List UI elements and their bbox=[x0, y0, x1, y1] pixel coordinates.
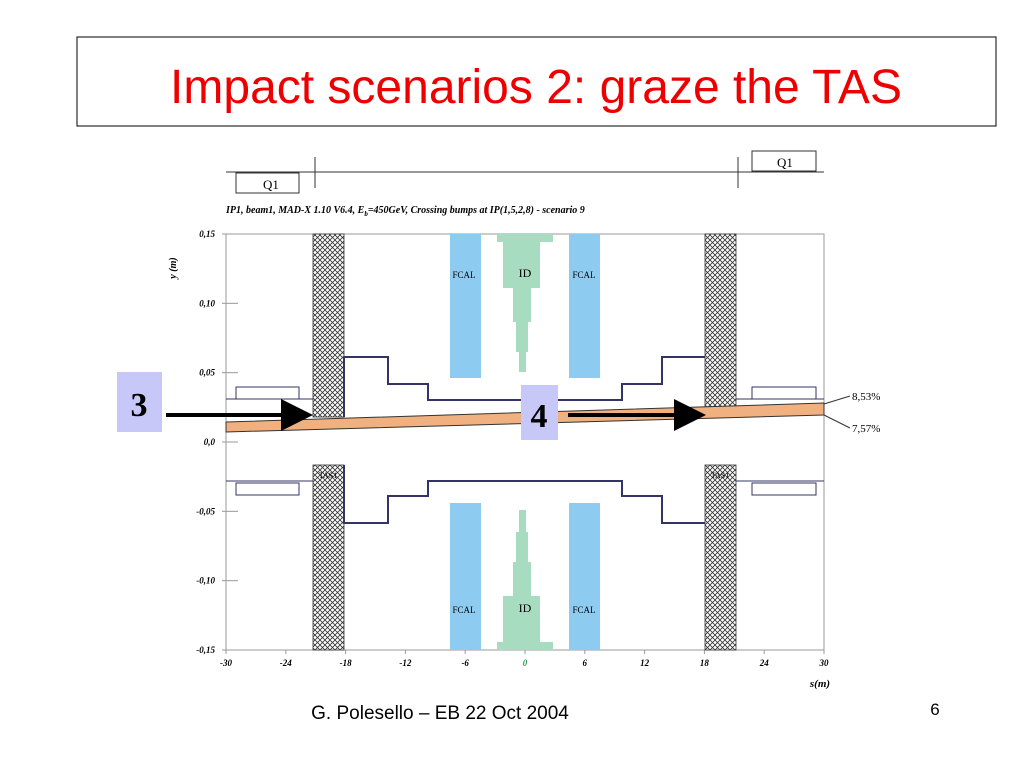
page-number: 6 bbox=[930, 700, 939, 719]
caption-text: IP1, beam1, MAD-X 1.10 V6.4, E bbox=[225, 205, 365, 216]
marker-box bbox=[117, 372, 162, 432]
slide-title: Impact scenarios 2: graze the TAS bbox=[170, 61, 902, 114]
id-lower bbox=[497, 510, 553, 650]
x-tick-label: 12 bbox=[640, 658, 650, 668]
fcal-blocks bbox=[450, 234, 600, 650]
x-tick-label: 0 bbox=[523, 658, 528, 668]
leader bbox=[823, 414, 851, 429]
aperture bbox=[343, 356, 705, 524]
x-tick-label: 24 bbox=[759, 658, 770, 668]
tas-label: TAS1 bbox=[319, 471, 337, 480]
y-tick-label: -0,10 bbox=[196, 576, 215, 586]
leader bbox=[823, 395, 851, 405]
x-tick-label: -12 bbox=[399, 658, 411, 668]
y-tick-label: 0,15 bbox=[199, 229, 215, 239]
magnet-strip bbox=[226, 150, 824, 194]
y-tick-label: 0,05 bbox=[199, 368, 215, 378]
x-tick-label: -6 bbox=[461, 658, 469, 668]
x-tick-label: 6 bbox=[583, 658, 588, 668]
x-tick-label: 18 bbox=[700, 658, 710, 668]
fcal-label: FCAL bbox=[452, 605, 475, 615]
x-tick-label: -30 bbox=[220, 658, 232, 668]
beam-label: 7,57% bbox=[852, 423, 880, 435]
x-tick-label: -24 bbox=[280, 658, 292, 668]
ticks: 0,15 0,10 0,05 0,0 -0,05 -0,10 -0,15 -30 -24 -18 -… bbox=[196, 229, 829, 668]
fcal-label: FCAL bbox=[572, 605, 595, 615]
marker-label: 3 bbox=[131, 387, 148, 424]
footer: G. Polesello – EB 22 Oct 2004 bbox=[311, 703, 569, 724]
y-axis-label: y (m) bbox=[168, 257, 179, 279]
beam-label: 8,53% bbox=[852, 391, 880, 403]
title-box bbox=[76, 36, 997, 127]
tas-blocks bbox=[312, 233, 737, 651]
grid bbox=[222, 233, 825, 654]
fcal-label: FCAL bbox=[452, 270, 475, 280]
y-tick-label: -0,05 bbox=[196, 506, 215, 516]
id-label: ID bbox=[519, 266, 532, 280]
id-upper bbox=[497, 234, 553, 372]
magnet-label: Q1 bbox=[777, 155, 793, 170]
marker-label: 4 bbox=[531, 398, 548, 435]
id-label: ID bbox=[519, 601, 532, 615]
tas-label: TAS1 bbox=[711, 471, 729, 480]
caption-text: =450GeV, Crossing bumps at IP(1,5,2,8) -… bbox=[368, 205, 585, 216]
figure-caption: IP1, beam1, MAD-X 1.10 V6.4, Eb=450GeV, … bbox=[225, 205, 585, 218]
x-tick-label: -18 bbox=[340, 658, 352, 668]
fcal-label: FCAL bbox=[572, 270, 595, 280]
y-tick-label: -0,15 bbox=[196, 645, 215, 655]
x-axis-label: s(m) bbox=[809, 678, 830, 690]
y-tick-label: 0,0 bbox=[204, 437, 216, 447]
magnet-label: Q1 bbox=[263, 177, 279, 192]
marker-box bbox=[521, 385, 558, 440]
y-tick-label: 0,10 bbox=[199, 298, 215, 308]
x-tick-label: 30 bbox=[819, 658, 830, 668]
caption-sub: b bbox=[364, 210, 368, 218]
